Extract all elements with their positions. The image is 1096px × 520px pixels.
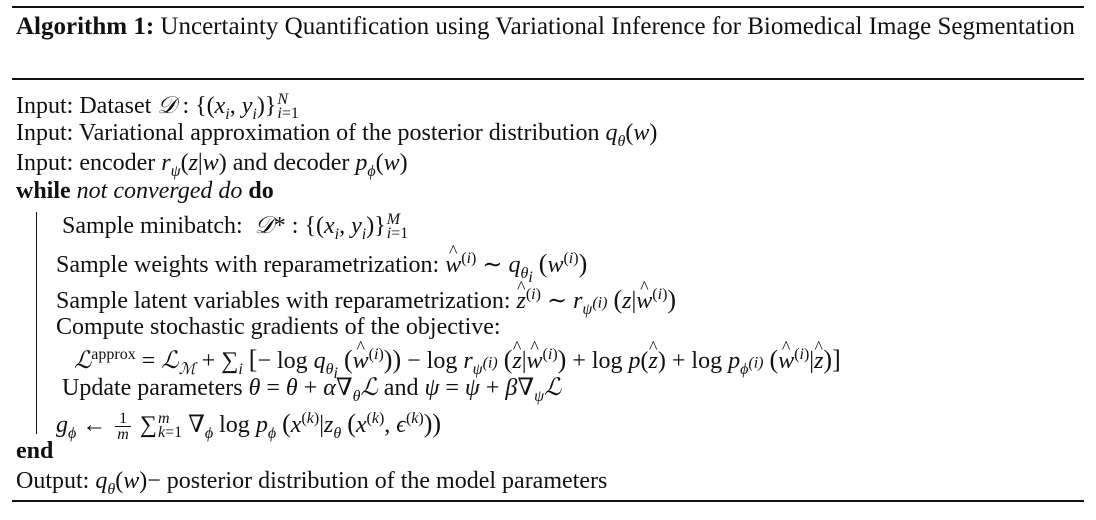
step-update-text: Update parameters	[62, 375, 243, 401]
input-encoder-text: encoder	[79, 150, 156, 176]
input-prefix: Input:	[16, 150, 74, 176]
step-update: Update parameters θ = θ + α∇θℒ and ψ = ψ…	[62, 372, 561, 412]
step-sample-latent-text: Sample latent variables with reparametri…	[56, 288, 511, 314]
input-prefix: Input:	[16, 120, 74, 146]
objective-equation: ℒapprox = ℒℳ + ∑i [− log qθi (w(i))) − l…	[74, 332, 841, 389]
input-dataset-text: Dataset	[79, 93, 152, 119]
bottom-rule	[12, 500, 1084, 502]
while-keyword: while	[16, 178, 71, 204]
step-sample-weights-text: Sample weights with reparametrization:	[56, 252, 440, 278]
update-theta-math: θ = θ + α∇θℒ	[248, 373, 378, 405]
algorithm-label: Algorithm 1:	[16, 13, 155, 40]
algorithm-title: Algorithm 1: Uncertainty Quantification …	[16, 12, 1076, 42]
encoder-math: rψ(z|w)	[161, 150, 227, 180]
header-rule	[12, 78, 1084, 80]
while-condition: not converged do	[76, 178, 243, 204]
output-prefix: Output:	[16, 468, 90, 494]
weights-math: w(i) ∼ qθi (w(i))	[445, 236, 587, 286]
latent-math: z(i) ∼ rψ(i) (z|w(i))	[517, 272, 677, 318]
top-rule	[12, 6, 1084, 8]
input-decoder-text: and decoder	[232, 150, 350, 176]
input-variational-line: Input: Variational approximation of the …	[16, 118, 657, 157]
update-psi-math: ψ = ψ + β∇ψℒ	[424, 373, 562, 405]
step-sample-minibatch-text: Sample minibatch:	[62, 213, 243, 239]
output-math: qθ(w)−	[95, 468, 161, 498]
end-line: end	[16, 436, 53, 466]
approx-superscript: approx	[91, 346, 136, 363]
step-compute-gradients-text: Compute stochastic gradients of the obje…	[56, 314, 501, 340]
output-line: Output: qθ(w)− posterior distribution of…	[16, 466, 607, 505]
while-line: while not converged do do	[16, 176, 274, 206]
algorithm-title-text: Uncertainty Quantification using Variati…	[160, 13, 1075, 40]
input-prefix: Input:	[16, 93, 74, 119]
input-variational-text: Variational approximation of the posteri…	[78, 120, 600, 146]
end-keyword: end	[16, 438, 54, 464]
step-sample-weights: Sample weights with reparametrization: w…	[56, 236, 587, 293]
input-encoder-line: Input: encoder rψ(z|w) and decoder pϕ(w)	[16, 148, 408, 187]
loop-indent-bar	[36, 212, 37, 434]
decoder-math: pϕ(w)	[355, 150, 408, 180]
do-keyword: do	[248, 178, 274, 204]
step-compute-gradients: Compute stochastic gradients of the obje…	[56, 312, 501, 342]
posterior-math: qθ(w)	[605, 120, 658, 150]
step-sample-latent: Sample latent variables with reparametri…	[56, 272, 677, 325]
output-text: posterior distribution of the model para…	[166, 468, 608, 494]
step-update-and: and	[383, 375, 419, 401]
